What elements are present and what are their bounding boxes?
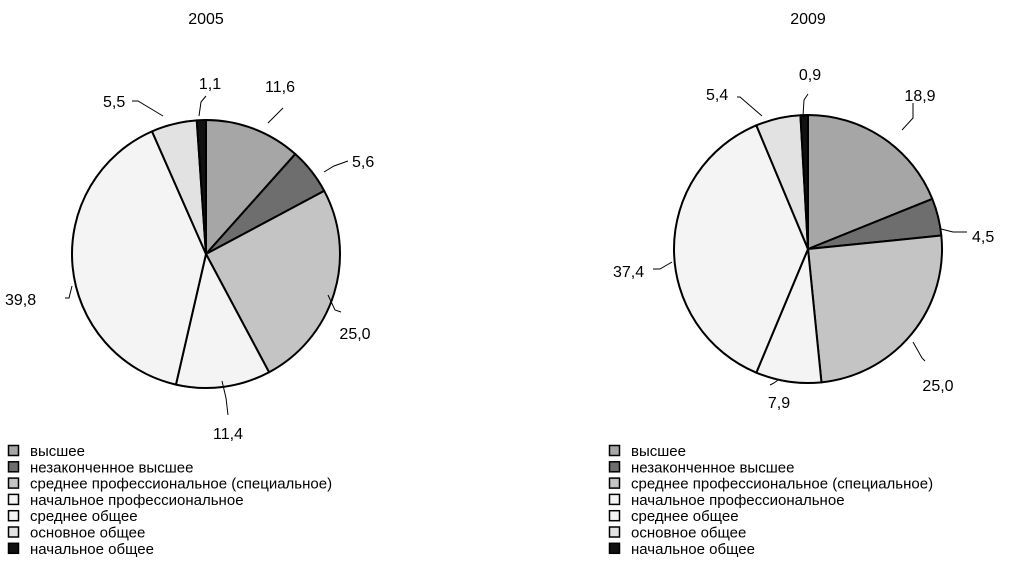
legend-label: высшее xyxy=(631,443,686,460)
legend-swatch xyxy=(7,526,20,538)
legend-label: среднее общее xyxy=(631,508,739,525)
legend-swatch xyxy=(7,444,20,457)
pie-slice xyxy=(799,113,809,250)
data-label: 1,1 xyxy=(199,76,221,93)
chart-title: 2009 xyxy=(790,11,826,28)
leader-line xyxy=(323,160,349,173)
leader-line xyxy=(267,107,284,124)
legend-swatch xyxy=(7,542,20,555)
data-label: 11,4 xyxy=(213,426,243,443)
data-label: 5,4 xyxy=(706,87,728,104)
legend-label: основное общее xyxy=(30,525,145,542)
data-label: 5,6 xyxy=(352,154,374,171)
pie-chart-2009: 2009 18,9 4,5 25,0 7,9 37,4 5,4 0,9 высшеенеза… xyxy=(608,11,994,558)
legend-swatch xyxy=(608,461,621,473)
data-label: 7,9 xyxy=(768,395,790,412)
pie-slice xyxy=(195,119,207,255)
legend-swatch xyxy=(7,477,20,489)
legend-label: среднее профессиональное (специальное) xyxy=(30,476,332,493)
pie-slice xyxy=(205,119,297,255)
leader-line xyxy=(940,228,967,233)
data-label: 37,4 xyxy=(613,264,644,281)
data-label: 25,0 xyxy=(922,378,953,395)
legend-swatch xyxy=(608,444,621,457)
leader-line xyxy=(737,96,763,117)
leader-line xyxy=(901,103,914,131)
pie-chart-2005: 2005 11,6 5,6 25,0 11,4 39,8 5,5 1,1 высшеенез… xyxy=(5,11,374,558)
legend-swatch xyxy=(608,542,621,555)
legend-label: среднее профессиональное (специальное) xyxy=(631,476,933,493)
leader-line xyxy=(769,379,779,386)
legend-label: начальное общее xyxy=(30,541,154,558)
legend-label: незаконченное высшее xyxy=(30,459,193,476)
legend-swatch xyxy=(608,477,621,489)
legend-label: среднее общее xyxy=(30,508,138,525)
leader-line xyxy=(912,341,926,362)
legend-label: начальное профессиональное xyxy=(30,492,244,509)
leader-line xyxy=(802,93,809,117)
data-label: 39,8 xyxy=(5,292,36,309)
legend-label: основное общее xyxy=(631,525,746,542)
legend-swatch xyxy=(608,509,621,522)
legend-label: незаконченное высшее xyxy=(631,459,794,476)
chart-title: 2005 xyxy=(188,11,224,28)
data-label: 25,0 xyxy=(339,326,370,343)
pie-slice xyxy=(807,114,934,250)
legend-label: высшее xyxy=(30,443,85,460)
pie-slice xyxy=(673,124,809,374)
pie-slice xyxy=(205,189,341,374)
pie-slice xyxy=(71,130,207,386)
leader-line xyxy=(65,285,73,299)
data-label: 4,5 xyxy=(972,229,994,246)
legend-swatch xyxy=(7,461,20,473)
legend-swatch xyxy=(608,493,621,506)
legend-label: начальное общее xyxy=(631,541,755,558)
leader-line xyxy=(653,261,673,270)
legend-swatch xyxy=(7,509,20,522)
data-label: 18,9 xyxy=(904,88,935,105)
data-label: 5,5 xyxy=(103,94,125,111)
leader-line xyxy=(327,294,342,313)
legend-swatch xyxy=(608,526,621,538)
leader-line xyxy=(132,100,164,117)
legend-label: начальное профессиональное xyxy=(631,492,845,509)
leader-line xyxy=(221,380,229,416)
legend-swatch xyxy=(7,493,20,506)
pie-slice xyxy=(807,234,943,384)
data-label: 0,9 xyxy=(799,67,821,84)
leader-line xyxy=(198,95,207,117)
data-label: 11,6 xyxy=(265,79,295,96)
